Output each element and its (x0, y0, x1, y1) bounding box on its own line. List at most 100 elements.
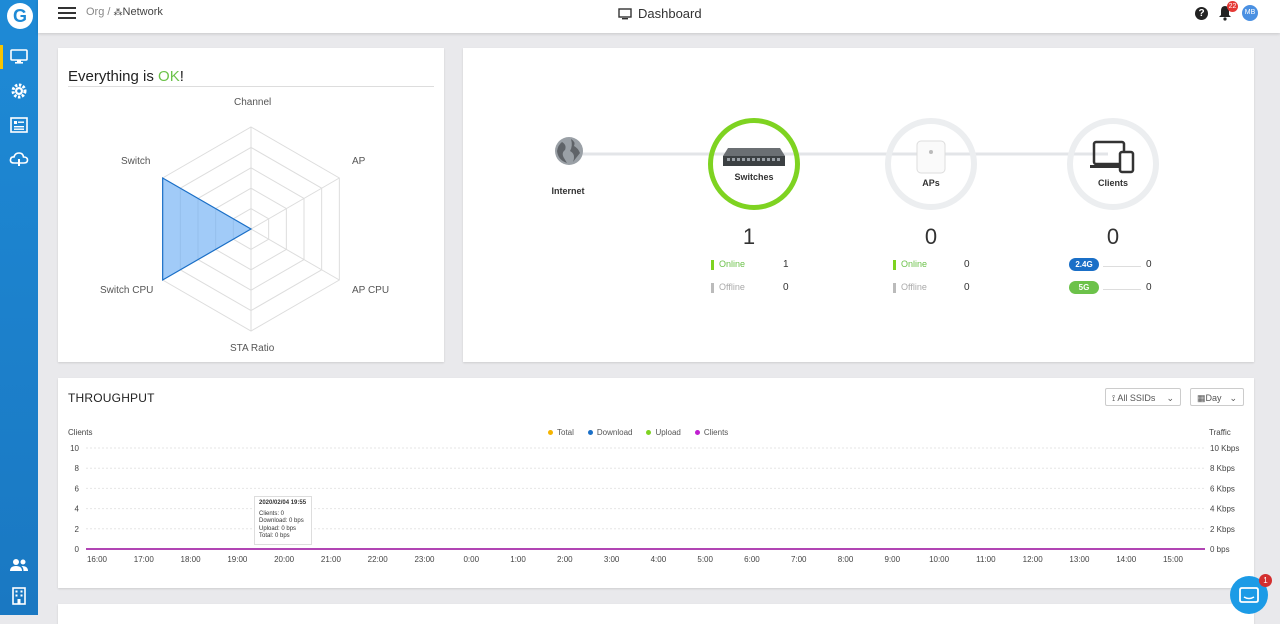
status-title-suffix: ! (179, 68, 184, 85)
switches-label: Switches (734, 172, 774, 182)
switches-offline-value: 0 (783, 282, 789, 293)
devices-icon (1090, 140, 1135, 174)
breadcrumb-org[interactable]: Org (86, 6, 105, 18)
aps-label: APs (922, 178, 940, 188)
aps-count: 0 (924, 224, 938, 249)
tooltip-total: Total: 0 bps (259, 533, 290, 539)
sidebar-item-cloud[interactable] (0, 144, 38, 174)
right-tick-label: 0 bps (1210, 545, 1230, 554)
left-tick-label: 10 (70, 444, 79, 453)
chevron-down-icon: ⌄ (1166, 393, 1174, 403)
chart-legend: Total Download Upload Clients (548, 428, 728, 437)
aps-offline-label: Offline (893, 282, 927, 293)
header-actions: ? 22 MB (1195, 1, 1258, 21)
status-title-prefix: Everything is (68, 68, 159, 85)
clients-node[interactable]: Clients (1067, 118, 1159, 210)
switches-node[interactable]: Switches (708, 118, 800, 210)
clients-count: 0 (1106, 224, 1120, 249)
page-title-text: Dashboard (638, 6, 702, 21)
throughput-card: THROUGHPUT ⟟ All SSIDs ⌄ ▦Day ⌄ Clients … (58, 378, 1254, 588)
sidebar-item-organization[interactable] (0, 581, 38, 611)
x-tick-label: 14:00 (1116, 555, 1137, 564)
aps-offline-value: 0 (964, 282, 970, 293)
x-tick-label: 7:00 (791, 555, 807, 564)
period-select[interactable]: ▦Day ⌄ (1190, 388, 1244, 406)
monitor-icon (10, 49, 28, 64)
gear-icon (11, 83, 27, 99)
breadcrumb-network[interactable]: Network (122, 6, 163, 18)
left-tick-label: 2 (75, 525, 80, 534)
health-radar-chart (162, 126, 340, 332)
sidebar-item-settings[interactable] (0, 76, 38, 106)
period-select-value: Day (1205, 393, 1222, 403)
x-tick-label: 17:00 (134, 555, 155, 564)
switch-icon (723, 148, 785, 166)
legend-label: Total (557, 428, 574, 437)
notification-badge: 22 (1227, 1, 1238, 12)
x-tick-label: 3:00 (604, 555, 620, 564)
left-tick-label: 0 (75, 545, 80, 554)
radar-label-channel: Channel (234, 97, 272, 108)
legend-item-download[interactable]: Download (587, 428, 632, 437)
tooltip-time: 2020/02/04 19:55 (259, 500, 307, 506)
aps-offline-text: Offline (901, 282, 927, 292)
help-icon[interactable]: ? (1195, 6, 1208, 20)
legend-item-total[interactable]: Total (548, 428, 574, 437)
breadcrumb-separator: / (104, 6, 114, 18)
status-title: Everything is OK! (68, 68, 184, 85)
x-tick-label: 20:00 (274, 555, 295, 564)
top-bar: Org / ⁂Network Dashboard ? 22 MB (38, 0, 1280, 33)
band-divider (1103, 266, 1141, 267)
radar-value-area (162, 176, 253, 282)
x-tick-label: 16:00 (87, 555, 108, 564)
x-tick-label: 1:00 (510, 555, 526, 564)
x-tick-label: 18:00 (181, 555, 202, 564)
radar-spoke (250, 177, 340, 230)
avatar[interactable]: MB (1242, 5, 1258, 21)
aps-node[interactable]: APs (885, 118, 977, 210)
ssid-select[interactable]: ⟟ All SSIDs ⌄ (1105, 388, 1181, 406)
calendar-icon: ▦ (1197, 393, 1206, 403)
aps-online-label: Online (893, 259, 927, 270)
app-logo[interactable]: G (7, 3, 33, 29)
x-tick-label: 21:00 (321, 555, 342, 564)
next-card (58, 604, 1254, 624)
switches-online-value: 1 (783, 259, 789, 270)
users-icon (10, 559, 28, 571)
chat-badge: 1 (1259, 574, 1272, 587)
x-tick-label: 4:00 (651, 555, 667, 564)
internet-node[interactable] (551, 136, 587, 171)
throughput-chart: 10 10 Kbps 8 8 Kbps 6 6 Kbps 4 4 Kbps 2 2 Kbps 0 0 … (70, 444, 1239, 564)
menu-toggle-button[interactable] (58, 4, 76, 20)
aps-online-text: Online (901, 259, 928, 269)
chat-launcher-button[interactable]: 1 (1230, 574, 1272, 614)
sidebar-item-users[interactable] (0, 550, 38, 580)
chart-tooltip: 2020/02/04 19:55 Clients: 0 Download: 0 … (254, 496, 312, 545)
right-tick-label: 10 Kbps (1210, 444, 1239, 453)
internet-label: Internet (551, 186, 585, 196)
band-divider (1103, 289, 1141, 290)
band-5g-badge: 5G (1069, 281, 1099, 294)
legend-item-clients[interactable]: Clients (694, 428, 729, 437)
switches-online-label: Online (711, 259, 745, 270)
tooltip-upload: Upload: 0 bps (259, 525, 297, 532)
radar-spoke (250, 228, 340, 281)
legend-item-upload[interactable]: Upload (646, 428, 681, 437)
globe-icon (555, 137, 583, 165)
band-5g-value: 0 (1146, 282, 1152, 293)
legend-label: Clients (703, 428, 729, 437)
x-tick-label: 0:00 (463, 555, 479, 564)
right-tick-label: 8 Kbps (1210, 464, 1235, 473)
switches-offline-label: Offline (711, 282, 745, 293)
tooltip-clients: Clients: 0 (259, 510, 285, 517)
band-24g-badge: 2.4G (1069, 258, 1099, 271)
band-24g-value: 0 (1146, 259, 1152, 270)
sidebar-item-dashboard[interactable] (0, 42, 38, 72)
rss-icon: ⟟ (1112, 393, 1116, 403)
page-title: Dashboard (618, 6, 702, 21)
radar-label-switch: Switch (121, 156, 151, 167)
monitor-icon (618, 7, 632, 19)
sidebar-item-reports[interactable] (0, 110, 38, 140)
cloud-icon (9, 152, 29, 166)
notifications-button[interactable]: 22 (1218, 1, 1238, 21)
